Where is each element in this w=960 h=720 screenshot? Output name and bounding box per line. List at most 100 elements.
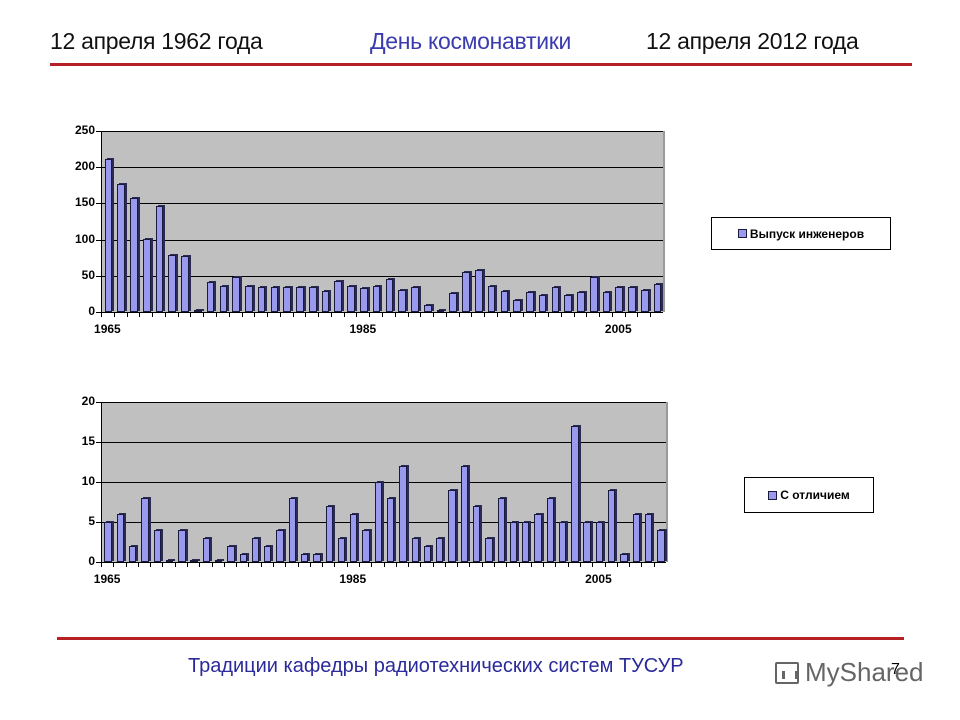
x-tick bbox=[506, 562, 508, 567]
watermark: MyShared bbox=[775, 657, 924, 688]
x-tick bbox=[580, 562, 582, 567]
bar-2001 bbox=[546, 498, 554, 562]
x-tick bbox=[254, 312, 256, 317]
header-title: День космонавтики bbox=[370, 28, 572, 54]
gridline bbox=[101, 482, 666, 483]
x-tick bbox=[369, 312, 371, 317]
bar-1969 bbox=[153, 530, 161, 562]
y-tick-label: 5 bbox=[88, 514, 95, 528]
footer-divider bbox=[57, 637, 904, 640]
bar-1986 bbox=[372, 285, 381, 312]
bar-1973 bbox=[206, 282, 215, 312]
x-tick bbox=[518, 562, 520, 567]
x-tick bbox=[186, 562, 188, 567]
x-tick bbox=[530, 562, 532, 567]
x-tick bbox=[457, 562, 459, 567]
bar-2004 bbox=[583, 522, 591, 562]
gridline bbox=[101, 203, 663, 204]
x-tick bbox=[343, 312, 345, 317]
x-tick bbox=[653, 562, 655, 567]
bar-1992 bbox=[449, 293, 458, 312]
bar-1980 bbox=[296, 287, 304, 312]
x-tick bbox=[260, 562, 262, 567]
x-tick bbox=[611, 312, 613, 317]
bar-1974 bbox=[215, 560, 223, 562]
chart-legend-engineers: Выпуск инженеров bbox=[711, 217, 891, 250]
x-tick bbox=[433, 312, 435, 317]
x-tick bbox=[599, 312, 601, 317]
bar-1991 bbox=[436, 309, 445, 312]
x-tick-label: 1985 bbox=[349, 322, 377, 336]
bar-2009 bbox=[644, 514, 653, 562]
bar-1996 bbox=[500, 291, 509, 312]
bar-1967 bbox=[130, 197, 138, 312]
bar-1975 bbox=[227, 546, 235, 562]
x-tick bbox=[203, 312, 205, 317]
bar-2005 bbox=[615, 287, 624, 312]
x-tick bbox=[469, 562, 471, 567]
x-tick bbox=[267, 312, 269, 317]
x-tick bbox=[395, 562, 397, 567]
bar-1993 bbox=[448, 490, 456, 562]
bar-2007 bbox=[641, 289, 649, 312]
legend-swatch-icon bbox=[768, 490, 778, 500]
bar-1968 bbox=[142, 238, 151, 312]
x-tick bbox=[444, 562, 446, 567]
bar-1988 bbox=[386, 498, 395, 562]
chart-legend-honors: С отличием bbox=[744, 477, 874, 513]
x-tick bbox=[228, 312, 230, 317]
bar-1968 bbox=[141, 498, 149, 562]
bar-2008 bbox=[632, 514, 640, 562]
x-tick bbox=[137, 562, 139, 567]
x-tick bbox=[458, 312, 460, 317]
bar-1998 bbox=[526, 292, 534, 312]
bar-1995 bbox=[487, 285, 496, 312]
x-tick bbox=[383, 562, 385, 567]
x-tick bbox=[223, 562, 225, 567]
x-tick bbox=[604, 562, 606, 567]
y-tick-label: 250 bbox=[74, 123, 95, 137]
x-tick bbox=[394, 312, 396, 317]
bar-2001 bbox=[564, 294, 573, 312]
bar-1982 bbox=[321, 291, 330, 312]
bar-1998 bbox=[509, 522, 518, 562]
x-tick bbox=[522, 312, 524, 317]
y-tick-label: 200 bbox=[74, 159, 95, 174]
x-tick bbox=[445, 312, 447, 317]
bar-1978 bbox=[264, 546, 272, 562]
x-tick bbox=[101, 562, 102, 567]
gridline bbox=[101, 442, 666, 443]
y-tick bbox=[96, 312, 101, 313]
bar-1974 bbox=[219, 285, 228, 312]
bar-2002 bbox=[558, 522, 567, 562]
bar-1976 bbox=[239, 554, 247, 562]
x-tick bbox=[555, 562, 557, 567]
x-tick bbox=[113, 312, 115, 317]
x-tick bbox=[139, 312, 141, 317]
x-tick bbox=[241, 312, 243, 317]
y-tick bbox=[96, 402, 101, 403]
x-tick bbox=[481, 562, 483, 567]
bar-1981 bbox=[308, 287, 317, 312]
y-tick bbox=[96, 522, 101, 523]
x-tick bbox=[471, 312, 473, 317]
x-tick bbox=[322, 562, 324, 567]
bar-1973 bbox=[202, 538, 211, 562]
x-tick bbox=[637, 312, 639, 317]
bar-1965 bbox=[104, 158, 113, 312]
header-divider bbox=[50, 63, 912, 66]
bar-1979 bbox=[283, 286, 292, 312]
y-tick-label: 100 bbox=[74, 231, 95, 246]
x-tick bbox=[535, 312, 537, 317]
bar-1992 bbox=[436, 538, 444, 562]
x-tick bbox=[174, 562, 176, 567]
legend-label: Выпуск инженеров bbox=[749, 226, 865, 241]
bar-1971 bbox=[178, 530, 186, 562]
bar-1999 bbox=[522, 522, 530, 562]
y-tick bbox=[96, 562, 101, 563]
bar-2004 bbox=[602, 292, 611, 312]
y-tick bbox=[96, 482, 101, 483]
x-tick bbox=[407, 312, 409, 317]
x-tick bbox=[586, 312, 588, 317]
x-tick bbox=[509, 312, 511, 317]
